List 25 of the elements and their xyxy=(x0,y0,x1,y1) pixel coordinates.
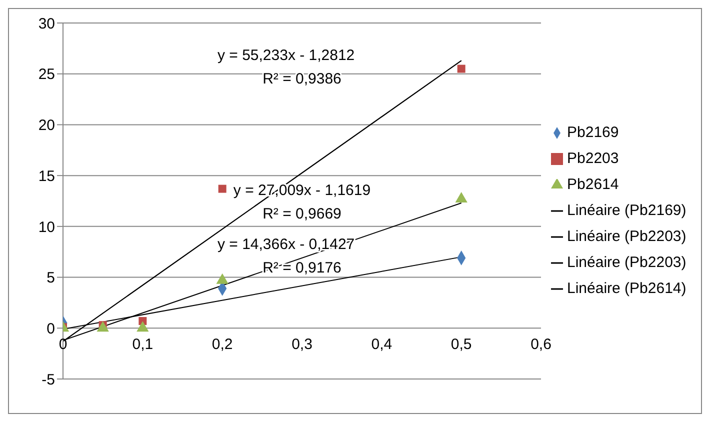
x-tick-label: 0,6 xyxy=(530,336,552,354)
y-tick-label: -5 xyxy=(42,371,55,388)
x-tick-label: 0,3 xyxy=(292,336,312,354)
annotation: R² = 0,9669 xyxy=(262,206,342,223)
legend-label: Linéaire (Pb2169) xyxy=(567,202,686,219)
annotation: y = 55,233x - 1,2812 xyxy=(217,46,355,64)
y-tick-label: 15 xyxy=(38,168,55,185)
y-tick-label: 25 xyxy=(38,66,55,84)
x-tick-label: 0,1 xyxy=(132,336,154,354)
legend-label: Pb2169 xyxy=(567,124,619,141)
x-tick-label: 0,5 xyxy=(450,336,472,354)
y-tick-label: 0 xyxy=(46,320,55,338)
x-tick-label: 0,2 xyxy=(212,336,233,354)
annotation: R² = 0,9386 xyxy=(262,70,342,88)
x-tick-label: 0,4 xyxy=(371,336,392,354)
legend-label: Linéaire (Pb2203) xyxy=(567,228,686,245)
legend-label: Linéaire (Pb2614) xyxy=(567,280,686,297)
legend-label: Linéaire (Pb2203) xyxy=(567,254,686,271)
legend-label: Pb2203 xyxy=(567,150,619,167)
y-tick-label: 20 xyxy=(38,117,55,134)
legend-label: Pb2614 xyxy=(567,176,619,193)
y-tick-label: 10 xyxy=(38,218,55,236)
x-tick-label: 0 xyxy=(58,336,68,354)
y-tick-label: 5 xyxy=(46,270,55,287)
y-tick-label: 30 xyxy=(38,15,55,32)
